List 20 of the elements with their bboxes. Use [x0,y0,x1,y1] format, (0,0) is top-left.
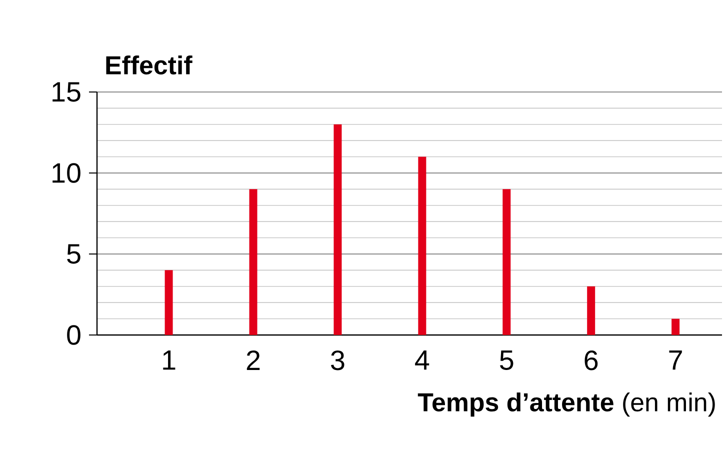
bar [418,156,426,335]
bar [502,189,511,335]
bar [587,286,596,335]
x-tick-label: 4 [415,350,430,370]
bar [164,270,173,335]
x-axis-title: Temps d’attente (en min) [418,392,715,417]
x-tick-label: 1 [163,350,176,370]
bar [672,318,680,335]
x-tick-label: 6 [584,350,598,370]
x-tick-label: 5 [500,350,514,370]
x-tick-label: 7 [669,350,682,370]
bar [249,189,258,335]
y-axis-title: Effectif [106,55,192,74]
x-tick-label: 2 [246,350,260,370]
y-tick-label: 10 [52,163,80,183]
y-tick-label: 5 [67,244,80,264]
y-tick-label: 15 [52,82,80,102]
y-tick-label: 0 [67,325,80,345]
x-tick-label: 3 [331,350,344,370]
bar [334,124,342,335]
